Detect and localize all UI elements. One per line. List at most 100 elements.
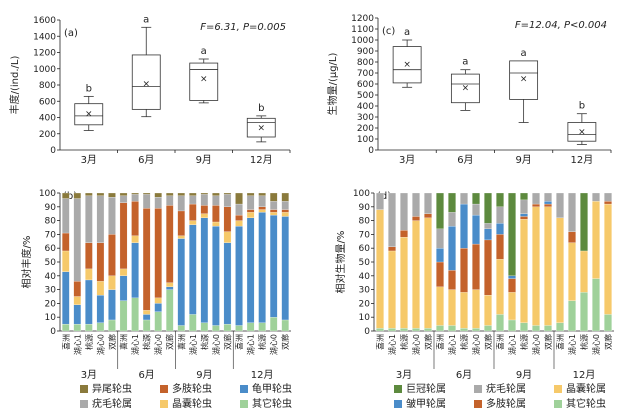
legend-entry: 巨冠轮属 xyxy=(406,382,446,395)
bar-segment xyxy=(508,319,516,332)
bar-segment xyxy=(246,217,255,323)
bar-segment xyxy=(142,192,151,195)
box-iqr xyxy=(450,73,480,104)
bar-segment xyxy=(520,216,528,220)
y-tick-label: 1200 xyxy=(351,14,374,24)
box-mean-marker: × xyxy=(142,79,150,89)
stats-annotation: F=6.31, P=0.005 xyxy=(200,22,286,33)
bar-segment xyxy=(166,286,174,290)
x-site-label: 双廊 xyxy=(603,334,613,350)
bar-segment xyxy=(580,192,588,252)
y-tick-label: 600 xyxy=(39,97,56,107)
bar-segment xyxy=(62,271,70,325)
legend-swatch xyxy=(80,385,88,393)
y-tick-label: 90 xyxy=(45,203,57,213)
bar-segment xyxy=(508,275,516,279)
bar-segment xyxy=(568,231,576,243)
x-site-label: 湖心0 xyxy=(154,334,163,355)
bar-segment xyxy=(166,282,174,287)
bar-segment xyxy=(460,328,468,332)
box-iqr xyxy=(392,46,422,84)
bar-segment xyxy=(62,232,70,252)
significance-letter: a xyxy=(521,48,527,59)
bar-segment xyxy=(96,281,105,296)
bar-segment xyxy=(556,217,564,323)
bar-segment xyxy=(108,197,116,235)
y-tick-label: 20 xyxy=(359,299,371,309)
x-site-label: 喜洲 xyxy=(176,334,186,350)
y-tick-label: 70 xyxy=(359,230,371,240)
bar-segment xyxy=(200,213,209,218)
x-month-label: 3月 xyxy=(396,369,412,381)
bar-segment xyxy=(119,202,128,270)
bar-segment xyxy=(496,259,504,315)
bar-segment xyxy=(177,235,185,239)
y-tick-label: 1400 xyxy=(33,32,56,42)
legend-entry: 晶囊轮属 xyxy=(566,382,606,395)
legend-entry: 其它轮虫 xyxy=(252,397,292,410)
bar-segment xyxy=(436,286,444,326)
y-tick-label: 40 xyxy=(45,272,57,282)
x-category-label: 12月 xyxy=(250,154,273,166)
bar-segment xyxy=(154,311,162,332)
x-category-label: 3月 xyxy=(81,154,97,166)
x-site-label: 双廊 xyxy=(543,334,553,350)
box-mean-marker: × xyxy=(403,60,411,70)
bar-segment xyxy=(200,205,209,214)
legend-entry: 异尾轮虫 xyxy=(92,382,132,395)
y-tick-label: 1200 xyxy=(33,49,56,59)
x-site-label: 双廊 xyxy=(483,334,493,350)
bar-segment xyxy=(85,242,93,270)
bar-segment xyxy=(85,195,93,243)
legend-entry: 皱甲轮属 xyxy=(406,397,446,410)
bar-segment xyxy=(235,214,243,221)
bar-segment xyxy=(592,192,600,202)
bar-segment xyxy=(235,225,243,326)
bar-segment xyxy=(448,325,456,332)
bar-segment xyxy=(177,238,185,326)
y-tick-label: 1600 xyxy=(33,16,56,26)
bar-segment xyxy=(544,192,552,202)
bar-segment xyxy=(108,192,116,198)
bar-segment xyxy=(62,323,70,332)
box-iqr xyxy=(131,54,161,110)
bar-segment xyxy=(258,195,266,207)
y-tick-label: 30 xyxy=(45,286,57,296)
bar-segment xyxy=(246,195,255,210)
bar-segment xyxy=(142,194,151,209)
bar-segment xyxy=(412,328,420,332)
legend-swatch xyxy=(474,385,482,393)
stats-annotation: F=12.04, P<0.004 xyxy=(515,20,607,31)
x-site-label: 桃源 xyxy=(579,334,589,350)
y-tick-label: 100 xyxy=(39,189,56,199)
significance-letter: b xyxy=(579,101,585,112)
x-category-label: 9月 xyxy=(515,154,531,166)
bar-segment xyxy=(142,319,151,332)
bar-segment xyxy=(532,206,540,326)
bar-segment xyxy=(96,294,105,323)
bar-segment xyxy=(400,230,408,238)
bar-segment xyxy=(424,192,432,214)
bar-segment xyxy=(448,192,456,213)
x-site-label: 湖心0 xyxy=(472,334,481,355)
bar-segment xyxy=(508,192,516,276)
bar-segment xyxy=(556,322,564,332)
y-tick-label: 800 xyxy=(357,58,374,68)
legend-swatch xyxy=(554,385,562,393)
x-category-label: 12月 xyxy=(571,154,594,166)
y-tick-label: 40 xyxy=(359,272,371,282)
bar-segment xyxy=(436,192,444,230)
bar-segment xyxy=(460,248,468,293)
bar-segment xyxy=(85,279,93,325)
bar-segment xyxy=(400,237,408,329)
bar-segment xyxy=(496,234,504,260)
bar-segment xyxy=(108,319,116,332)
box-mean-marker: × xyxy=(462,83,470,93)
legend-swatch xyxy=(240,385,248,393)
y-tick-label: 200 xyxy=(39,130,56,140)
bar-segment xyxy=(189,192,197,196)
y-tick-label: 80 xyxy=(45,217,57,227)
x-month-label: 9月 xyxy=(196,369,212,381)
